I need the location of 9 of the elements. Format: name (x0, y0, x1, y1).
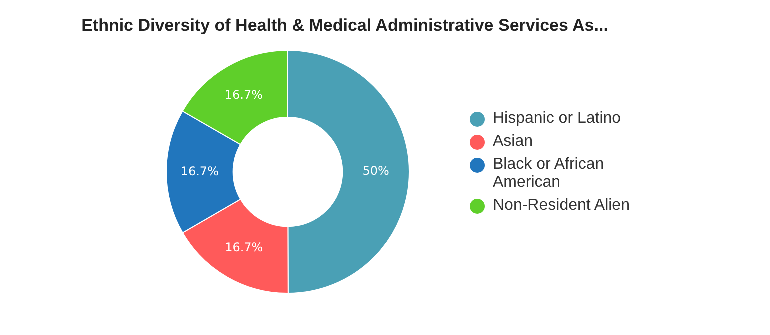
data-label: 50% (362, 164, 390, 178)
data-label: 16.7% (180, 164, 219, 178)
chart-title: Ethnic Diversity of Health & Medical Administrative Services As... (80, 16, 610, 36)
data-label: 16.7% (224, 88, 263, 102)
legend-label: Black or African American (493, 156, 606, 192)
data-label: 16.7% (225, 240, 264, 255)
legend-label: Non-Resident Alien (493, 197, 630, 215)
legend-label: Asian (493, 133, 534, 151)
legend-label: Hispanic or Latino (493, 110, 622, 128)
